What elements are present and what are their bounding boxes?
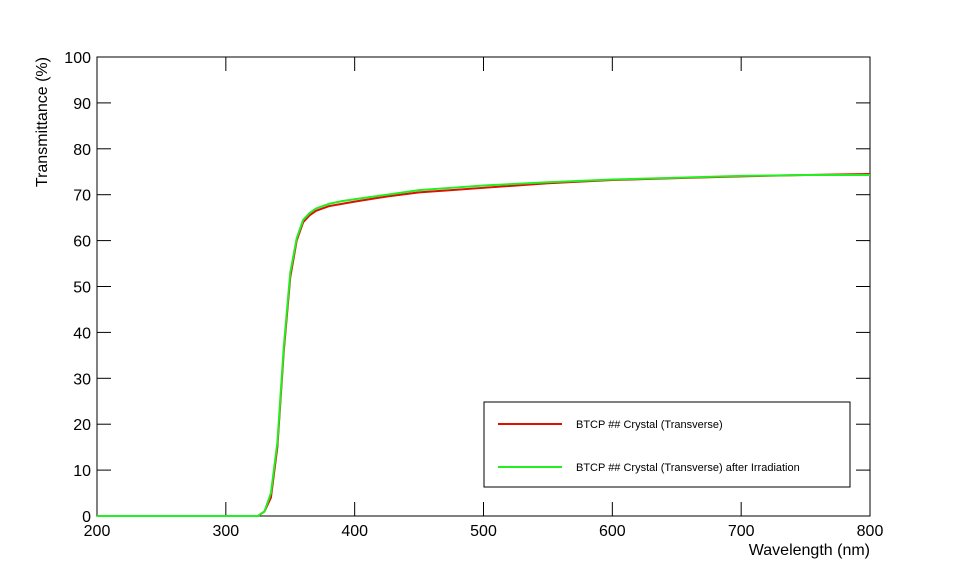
y-tick-label: 0 [82,509,91,526]
y-tick-label: 60 [73,234,91,251]
y-tick-label: 80 [73,142,91,159]
legend: BTCP ## Crystal (Transverse) BTCP ## Crys… [483,401,851,488]
legend-label: BTCP ## Crystal (Transverse) after Irrad… [576,462,800,474]
y-tick-label: 100 [64,50,91,67]
y-axis-label: Transmittance (%) [34,57,51,187]
y-tick-label: 90 [73,96,91,113]
x-tick-label: 300 [212,523,239,540]
x-tick-label: 200 [84,523,111,540]
x-tick-label: 700 [728,523,755,540]
y-tick-label: 30 [73,371,91,388]
y-tick-label: 50 [73,280,91,297]
legend-label: BTCP ## Crystal (Transverse) [576,419,723,431]
x-tick-label: 400 [341,523,368,540]
x-tick-label: 500 [470,523,497,540]
x-axis-label: Wavelength (nm) [749,542,870,559]
y-tick-label: 40 [73,325,91,342]
y-tick-label: 20 [73,417,91,434]
y-tick-label: 70 [73,188,91,205]
y-tick-label: 10 [73,463,91,480]
x-tick-label: 800 [857,523,884,540]
series-line [97,173,870,517]
legend-box [483,401,851,488]
x-tick-label: 600 [599,523,626,540]
